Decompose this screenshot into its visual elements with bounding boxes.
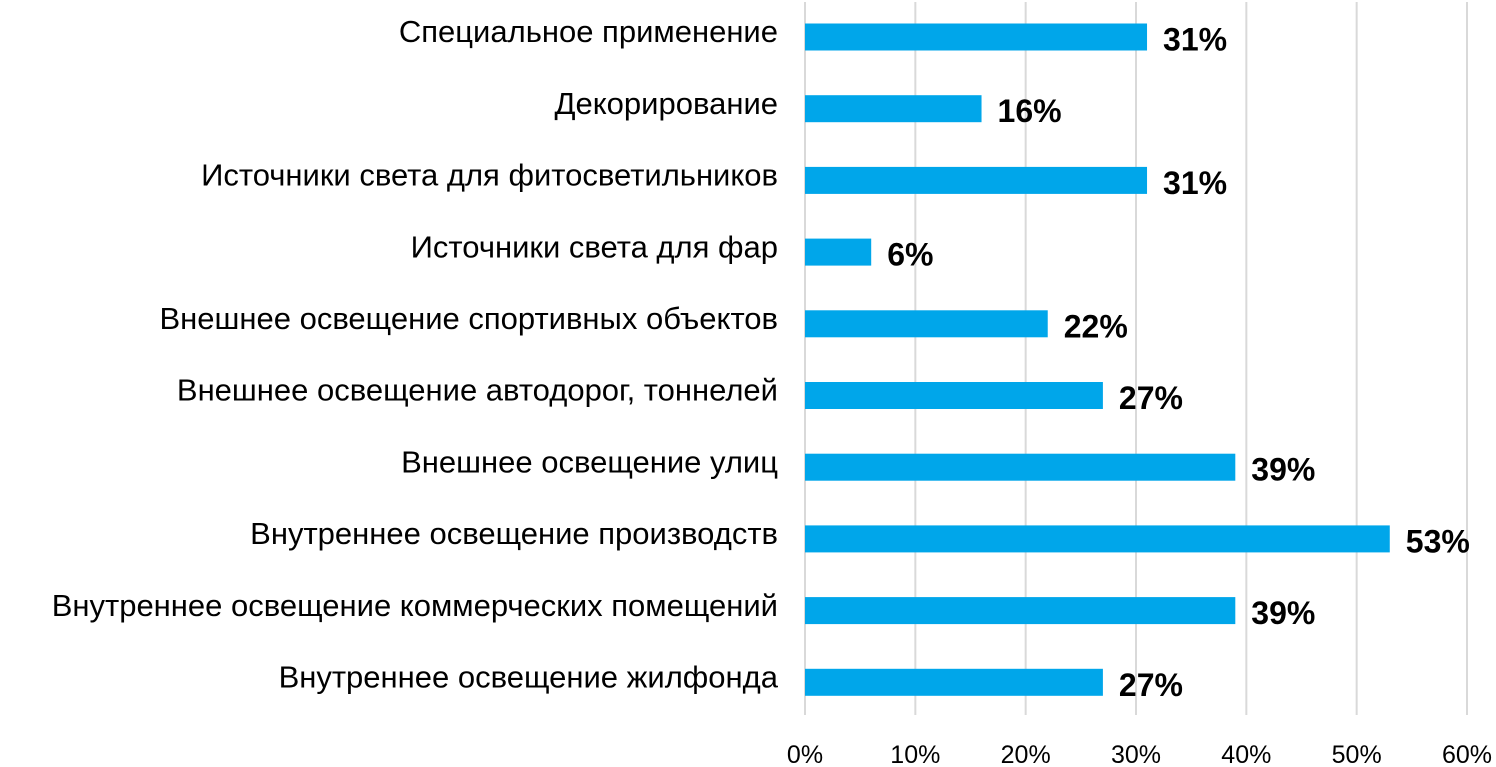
value-label: 31%: [1163, 21, 1227, 57]
value-label: 16%: [998, 93, 1062, 129]
value-label: 39%: [1251, 452, 1315, 488]
category-label: Внутреннее освещение производств: [250, 516, 778, 551]
bar: [805, 166, 1148, 194]
x-tick-label: 30%: [1111, 741, 1161, 767]
bar: [805, 525, 1390, 553]
value-label: 27%: [1119, 380, 1183, 416]
category-label: Источники света для фитосветильников: [201, 158, 778, 193]
x-tick-label: 10%: [890, 741, 940, 767]
category-label: Внутреннее освещение коммерческих помеще…: [52, 588, 778, 623]
category-label: Специальное применение: [399, 14, 778, 49]
category-label: Внешнее освещение спортивных объектов: [159, 301, 778, 336]
value-label: 31%: [1163, 165, 1227, 201]
value-label: 39%: [1251, 595, 1315, 631]
x-tick-label: 60%: [1442, 741, 1492, 767]
category-label: Внешнее освещение улиц: [401, 444, 778, 479]
bar: [805, 310, 1048, 338]
bars: [805, 23, 1390, 696]
category-labels: Специальное применение Декорирование Источ…: [52, 14, 779, 694]
category-label: Внешнее освещение автодорог, тоннелей: [177, 373, 778, 408]
value-label: 27%: [1119, 667, 1183, 703]
bar: [805, 453, 1236, 481]
bar: [805, 238, 872, 266]
value-label: 6%: [887, 237, 933, 273]
value-label: 22%: [1064, 308, 1128, 344]
category-label: Внутреннее освещение жилфонда: [279, 659, 779, 694]
value-label: 53%: [1406, 523, 1470, 559]
x-tick-label: 50%: [1332, 741, 1382, 767]
category-label: Источники света для фар: [411, 229, 778, 264]
bar: [805, 668, 1103, 696]
x-tick-label: 40%: [1221, 741, 1271, 767]
bar: [805, 597, 1236, 625]
x-axis-tick-labels: 0% 10% 20% 30% 40% 50% 60%: [787, 741, 1492, 767]
x-tick-label: 0%: [787, 741, 823, 767]
bar: [805, 382, 1103, 409]
bar: [805, 23, 1148, 51]
value-labels: 31% 16% 31% 6% 22% 27% 39% 53% 39% 27%: [887, 21, 1470, 702]
bar: [805, 95, 982, 123]
x-tick-label: 20%: [1001, 741, 1051, 767]
category-label: Декорирование: [555, 86, 778, 121]
